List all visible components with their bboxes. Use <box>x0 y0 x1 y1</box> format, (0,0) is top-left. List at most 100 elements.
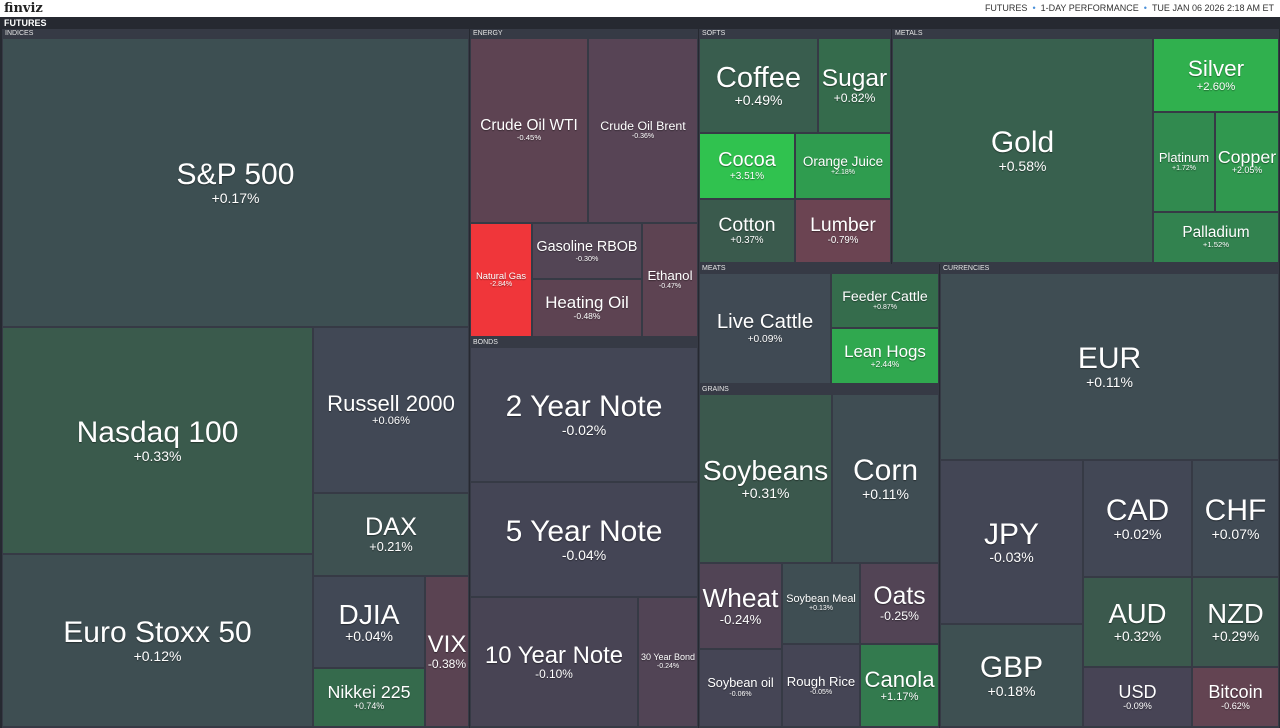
tile-name: EUR <box>1077 342 1142 376</box>
tile-change: +0.49% <box>734 92 783 109</box>
tile[interactable]: GBP +0.18% <box>941 625 1082 726</box>
tile[interactable]: Gold +0.58% <box>893 39 1152 262</box>
tile[interactable]: Cocoa +3.51% <box>700 134 794 198</box>
tile-name: Soybeans <box>702 454 829 486</box>
tile[interactable]: Platinum +1.72% <box>1154 113 1214 211</box>
tile[interactable]: DAX +0.21% <box>314 494 468 575</box>
tile[interactable]: Coffee +0.49% <box>700 39 817 132</box>
tile[interactable]: Sugar +0.82% <box>819 39 890 132</box>
tile-name: Lumber <box>810 214 876 237</box>
tile-change: +0.33% <box>133 447 182 464</box>
tile[interactable]: Wheat -0.24% <box>700 564 781 648</box>
tile[interactable]: DJIA +0.04% <box>314 577 424 667</box>
tile-change: +0.06% <box>372 415 410 428</box>
tile[interactable]: Soybeans +0.31% <box>700 395 831 562</box>
tile-name: S&P 500 <box>176 158 295 192</box>
tile[interactable]: Orange Juice +2.18% <box>796 134 890 198</box>
tile[interactable]: NZD +0.29% <box>1193 578 1278 666</box>
tile[interactable]: Crude Oil Brent -0.36% <box>589 39 697 222</box>
group-label[interactable]: BONDS <box>473 339 498 346</box>
tile[interactable]: VIX -0.38% <box>426 577 468 726</box>
tile[interactable]: Palladium +1.52% <box>1154 213 1278 262</box>
tile-name: Gold <box>990 126 1055 160</box>
tile-change: -0.30% <box>575 253 599 263</box>
tile[interactable]: CHF +0.07% <box>1193 461 1278 576</box>
logo[interactable]: finviz <box>4 1 43 16</box>
group-label[interactable]: CURRENCIES <box>943 265 990 272</box>
tile[interactable]: Soybean Meal +0.13% <box>783 564 859 643</box>
tile[interactable]: Gasoline RBOB -0.30% <box>533 224 641 278</box>
tile[interactable]: Euro Stoxx 50 +0.12% <box>3 555 312 726</box>
tile[interactable]: Silver +2.60% <box>1154 39 1278 111</box>
group-label[interactable]: INDICES <box>5 30 34 37</box>
group-label[interactable]: METALS <box>895 30 923 37</box>
tile[interactable]: Copper +2.05% <box>1216 113 1278 211</box>
tile[interactable]: JPY -0.03% <box>941 461 1082 623</box>
tile[interactable]: CAD +0.02% <box>1084 461 1191 576</box>
tile-change: +0.58% <box>998 157 1047 174</box>
tile[interactable]: Lean Hogs +2.44% <box>832 329 938 383</box>
tile[interactable]: AUD +0.32% <box>1084 578 1191 666</box>
tile-name: Cocoa <box>718 149 776 171</box>
crumb[interactable]: FUTURES <box>984 3 1028 13</box>
tile-name: Corn <box>852 454 919 488</box>
tile-change: -0.38% <box>427 656 467 671</box>
tile[interactable]: Cotton +0.37% <box>700 200 794 262</box>
tile[interactable]: Bitcoin -0.62% <box>1193 668 1278 726</box>
tile[interactable]: Nikkei 225 +0.74% <box>314 669 424 726</box>
tile-change: +2.18% <box>831 169 855 177</box>
tile[interactable]: 5 Year Note -0.04% <box>471 483 697 596</box>
tile-name: Cotton <box>718 214 776 237</box>
tile-name: 10 Year Note <box>484 641 624 669</box>
tile[interactable]: 30 Year Bond -0.24% <box>639 598 697 726</box>
tile[interactable]: Russell 2000 +0.06% <box>314 328 468 492</box>
group-label[interactable]: SOFTS <box>702 30 726 37</box>
tile[interactable]: Live Cattle +0.09% <box>700 274 830 383</box>
tile[interactable]: Natural Gas -2.84% <box>471 224 531 336</box>
tile[interactable]: Crude Oil WTI -0.45% <box>471 39 587 222</box>
tile[interactable]: USD -0.09% <box>1084 668 1191 726</box>
tile-change: +0.11% <box>1086 373 1133 390</box>
crumb[interactable]: 1-DAY PERFORMANCE <box>1040 3 1139 13</box>
tile[interactable]: Nasdaq 100 +0.33% <box>3 328 312 553</box>
tile-change: -0.03% <box>989 549 1034 566</box>
tile[interactable]: 10 Year Note -0.10% <box>471 598 637 726</box>
tile[interactable]: Soybean oil -0.06% <box>700 650 781 726</box>
tile[interactable]: Rough Rice -0.05% <box>783 645 859 726</box>
tile-change: +0.11% <box>862 485 909 502</box>
tile-change: -0.48% <box>573 311 601 322</box>
group-label[interactable]: MEATS <box>702 265 726 272</box>
tile[interactable]: Corn +0.11% <box>833 395 938 562</box>
tile-name: USD <box>1118 681 1157 702</box>
tile-name: Gasoline RBOB <box>536 238 638 255</box>
tile-name: Copper <box>1217 146 1277 167</box>
group-label[interactable]: GRAINS <box>702 386 729 393</box>
top-bar: finviz FUTURES • 1-DAY PERFORMANCE • TUE JAN… <box>0 0 1280 17</box>
tile-change: +2.60% <box>1196 80 1236 93</box>
tile-name: CHF <box>1204 494 1267 528</box>
tile[interactable]: EUR +0.11% <box>941 274 1278 459</box>
tile-name: Russell 2000 <box>327 391 455 417</box>
tile[interactable]: Lumber -0.79% <box>796 200 890 262</box>
tile[interactable]: Oats -0.25% <box>861 564 938 643</box>
tile-change: +0.32% <box>1113 628 1162 644</box>
tile-change: +2.05% <box>1231 165 1263 176</box>
tile[interactable]: S&P 500 +0.17% <box>3 39 468 326</box>
tile[interactable]: 2 Year Note -0.02% <box>471 348 697 481</box>
tile-name: CAD <box>1105 494 1170 528</box>
tile-change: -0.62% <box>1221 701 1250 712</box>
breadcrumb: FUTURES • 1-DAY PERFORMANCE • TUE JAN 06 202… <box>984 3 1274 13</box>
tile-change: +1.52% <box>1202 240 1230 250</box>
tile[interactable]: Heating Oil -0.48% <box>533 280 641 336</box>
tile-change: +0.18% <box>987 682 1036 699</box>
tile[interactable]: Feeder Cattle +0.87% <box>832 274 938 327</box>
tile-change: -0.04% <box>561 546 607 563</box>
tile-change: -0.05% <box>809 688 833 696</box>
tile-name: AUD <box>1108 597 1167 629</box>
tile-name: Crude Oil WTI <box>480 117 578 135</box>
tile[interactable]: Ethanol -0.47% <box>643 224 697 336</box>
tile-change: +0.29% <box>1211 628 1260 644</box>
group-label[interactable]: ENERGY <box>473 30 503 37</box>
tile-name: Coffee <box>715 61 802 94</box>
tile[interactable]: Canola +1.17% <box>861 645 938 726</box>
